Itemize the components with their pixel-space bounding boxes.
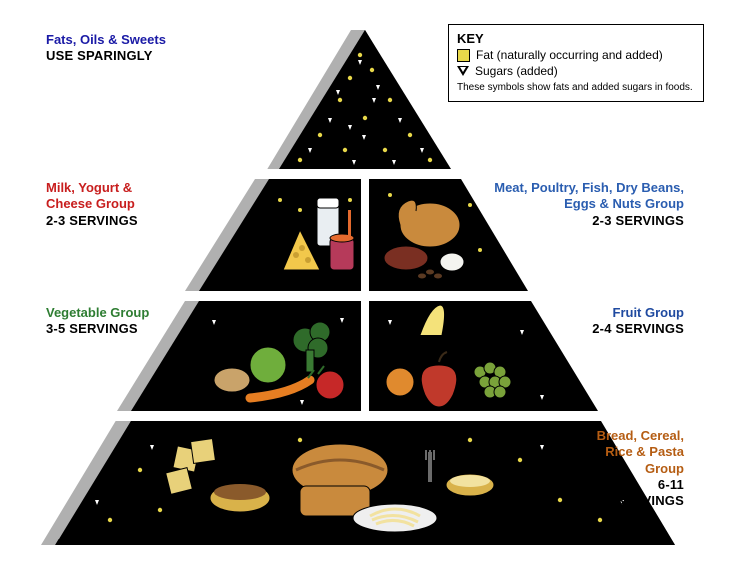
key-footnote: These symbols show fats and added sugars…	[457, 82, 695, 93]
fat-symbol-icon	[457, 49, 470, 62]
label-fruit: Fruit Group 2-4 SERVINGS	[592, 305, 684, 338]
key-title: KEY	[457, 31, 695, 46]
key-row-sugar: Sugars (added)	[457, 64, 695, 78]
label-fruit-group: Fruit Group	[592, 305, 684, 321]
label-grain-servings: 6-11 SERVINGS	[597, 477, 684, 510]
label-fruit-servings: 2-4 SERVINGS	[592, 321, 684, 337]
label-veg-servings: 3-5 SERVINGS	[46, 321, 149, 337]
label-fats-servings: USE SPARINGLY	[46, 48, 166, 64]
key-box: KEY Fat (naturally occurring and added) …	[448, 24, 704, 102]
label-fats: Fats, Oils & Sweets USE SPARINGLY	[46, 32, 166, 65]
food-pyramid-figure: Fats, Oils & Sweets USE SPARINGLY Milk, …	[0, 0, 730, 569]
label-meat-servings: 2-3 SERVINGS	[494, 213, 684, 229]
label-grain-group: Bread, Cereal, Rice & Pasta Group	[597, 428, 684, 477]
key-row-sugar-text: Sugars (added)	[475, 64, 558, 78]
label-dairy-group: Milk, Yogurt & Cheese Group	[46, 180, 138, 213]
label-meat-group: Meat, Poultry, Fish, Dry Beans, Eggs & N…	[494, 180, 684, 213]
label-veg: Vegetable Group 3-5 SERVINGS	[46, 305, 149, 338]
label-grain: Bread, Cereal, Rice & Pasta Group 6-11 S…	[597, 428, 684, 509]
label-dairy: Milk, Yogurt & Cheese Group 2-3 SERVINGS	[46, 180, 138, 229]
key-row-fat: Fat (naturally occurring and added)	[457, 48, 695, 62]
label-fats-group: Fats, Oils & Sweets	[46, 32, 166, 48]
label-veg-group: Vegetable Group	[46, 305, 149, 321]
label-dairy-servings: 2-3 SERVINGS	[46, 213, 138, 229]
sugar-symbol-icon	[457, 66, 469, 76]
key-row-fat-text: Fat (naturally occurring and added)	[476, 48, 663, 62]
label-meat: Meat, Poultry, Fish, Dry Beans, Eggs & N…	[494, 180, 684, 229]
